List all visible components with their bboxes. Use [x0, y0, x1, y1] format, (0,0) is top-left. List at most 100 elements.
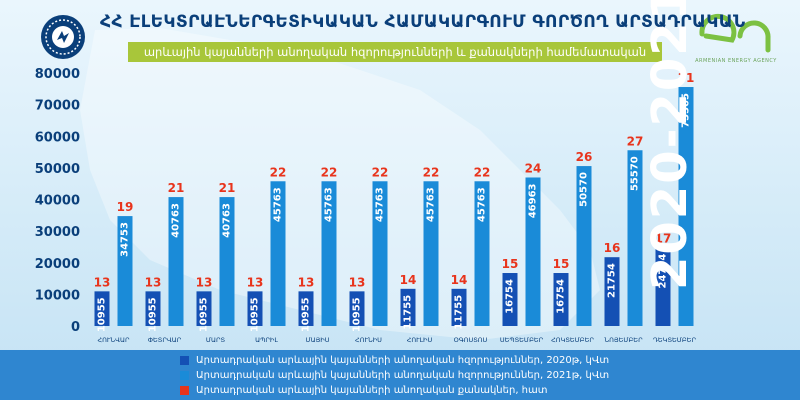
legend-label-2020: Արտադրական արևային կայանների անողական հզ…: [196, 355, 610, 366]
bar-value-label: 45763: [477, 187, 488, 222]
count-label: 17: [655, 232, 672, 246]
bar-2021: [576, 166, 592, 326]
count-label: 19: [117, 200, 134, 214]
bar-2020: [400, 288, 416, 326]
count-label: 14: [400, 273, 417, 287]
bar-value-label: 40763: [222, 203, 233, 238]
bar-2020: [553, 273, 569, 326]
y-tick-label: 70000: [35, 99, 80, 114]
count-label: 13: [145, 275, 162, 289]
bar-2021: [525, 177, 541, 326]
bar-value-label: 40763: [171, 203, 182, 238]
count-label: 27: [627, 134, 644, 148]
bar-2021: [219, 197, 235, 326]
bar-value-label: 10955: [199, 297, 210, 332]
x-tick-label: ՆՈՅԵՄԲԵՐ: [604, 336, 643, 344]
bar-2020: [502, 273, 518, 326]
bar-value-label: 21754: [607, 263, 618, 298]
bar-2021: [627, 150, 643, 326]
bar-value-label: 45763: [426, 187, 437, 222]
ministry-logo-icon: [41, 15, 85, 59]
bar-2021: [270, 181, 286, 326]
bar-2020: [655, 247, 671, 326]
x-tick-label: ԴԵԿՏԵՄԲԵՐ: [653, 336, 696, 344]
bar-2020: [196, 291, 212, 326]
y-tick-label: 80000: [35, 67, 80, 82]
legend-swatch-count: [180, 386, 189, 395]
count-label: 13: [94, 275, 111, 289]
x-tick-label: ՀՈՒԼԻՍ: [407, 336, 433, 344]
year-range-label: 2020-2021: [642, 0, 698, 290]
chart-title: ՀՀ ԷԼԵԿՏՐԱԷՆԵՐԳԵՏԻԿԱԿԱՆ ՀԱՄԱԿԱՐԳՈՒՄ ԳՈՐԾ…: [100, 12, 746, 32]
bar-value-label: 10955: [250, 297, 261, 332]
bar-2021: [678, 87, 694, 326]
count-label: 13: [247, 275, 264, 289]
count-label: 15: [502, 257, 519, 271]
count-label: 22: [474, 165, 491, 179]
bar-value-label: 16754: [556, 279, 567, 314]
legend-swatch-2020: [180, 356, 189, 365]
x-tick-label: ՓԵՏՐՎԱՐ: [148, 336, 182, 344]
count-label: 24: [525, 161, 542, 175]
brand-name: ARMENIAN ENERGY AGENCY: [695, 58, 777, 64]
bar-value-label: 55570: [630, 156, 641, 191]
x-tick-label: ՍԵՊՏԵՄԲԵՐ: [500, 336, 544, 344]
count-label: 26: [576, 150, 593, 164]
count-label: 21: [168, 181, 185, 195]
bar-2021: [372, 181, 388, 326]
bar-value-label: 11755: [403, 295, 414, 330]
x-tick-label: ՀՈՒՆՎԱՐ: [97, 336, 130, 344]
armenian-energy-agency-logo: [694, 10, 778, 70]
bars-layer: 10955 13 34753 19 10955 13 40763 21 10955 13 40763…: [94, 71, 695, 332]
bar-2020: [604, 257, 620, 326]
x-tick-label: ՄԱՅԻՍ: [305, 336, 329, 344]
bar-value-label: 45763: [273, 187, 284, 222]
x-tick-label: ՀՈՒՆԻՍ: [355, 336, 382, 344]
y-tick-label: 60000: [35, 130, 80, 145]
bar-2021: [168, 197, 184, 326]
count-label: 22: [270, 165, 287, 179]
count-label: 22: [423, 165, 440, 179]
y-tick-label: 50000: [35, 162, 80, 177]
y-axis: 0 10000 20000 30000 40000 50000 60000 70000 8000…: [35, 67, 80, 335]
count-label: 16: [604, 241, 621, 255]
bar-2020: [451, 288, 467, 326]
bar-2021: [423, 181, 439, 326]
x-tick-label: ՀՈԿՏԵՄԲԵՐ: [551, 336, 594, 344]
bar-value-label: 10955: [97, 297, 108, 332]
bar-value-label: 34753: [120, 222, 131, 257]
bar-2020: [145, 291, 161, 326]
ea-logo-icon: [699, 13, 771, 53]
count-label: 13: [349, 275, 366, 289]
y-tick-label: 20000: [35, 257, 80, 272]
bar-2020: [247, 291, 263, 326]
bar-value-label: 11755: [454, 295, 465, 330]
x-tick-label: ԱՊՐԻԼ: [255, 336, 278, 344]
bar-value-label: 10955: [352, 297, 363, 332]
count-label: 13: [196, 275, 213, 289]
legend: Արտադրական արևային կայանների անողական հզ…: [0, 350, 800, 400]
bar-2020: [94, 291, 110, 326]
y-tick-label: 40000: [35, 194, 80, 209]
bar-value-label: 24754: [658, 254, 669, 289]
count-label: 22: [372, 165, 389, 179]
bar-value-label: 16754: [505, 279, 516, 314]
count-label: 14: [451, 273, 468, 287]
legend-label-2021: Արտադրական արևային կայանների անողական հզ…: [196, 370, 610, 381]
x-tick-label: ՕԳՈՍՏՈՍ: [454, 336, 488, 344]
bar-2021: [474, 181, 490, 326]
bar-value-label: 50570: [579, 172, 590, 207]
x-axis: ՀՈՒՆՎԱՐ ՓԵՏՐՎԱՐ ՄԱՐՏ ԱՊՐԻԼ ՄԱՅԻՍ ՀՈՒՆԻՍ ՀՈՒԼԻՍ…: [97, 336, 696, 344]
bar-2020: [298, 291, 314, 326]
bar-value-label: 75565: [681, 93, 692, 128]
bar-value-label: 10955: [148, 297, 159, 332]
bar-2020: [349, 291, 365, 326]
count-label: 13: [298, 275, 315, 289]
legend-label-count: Արտադրական արևային կայանների անողական քա…: [196, 385, 548, 396]
count-label: 15: [553, 257, 570, 271]
bar-value-label: 45763: [375, 187, 386, 222]
y-tick-label: 10000: [35, 288, 80, 303]
bar-2021: [321, 181, 337, 326]
